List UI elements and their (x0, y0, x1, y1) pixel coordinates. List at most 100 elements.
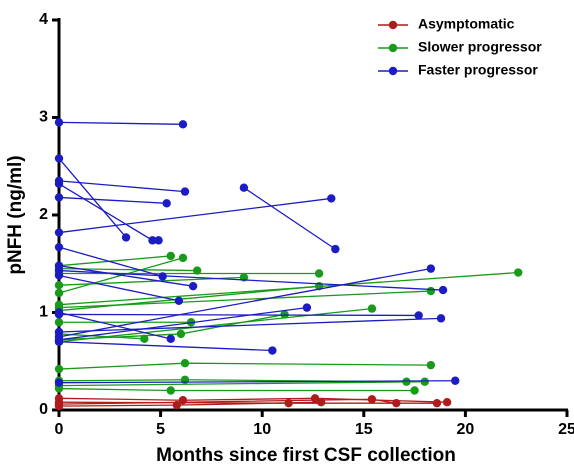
subject-line (58, 121, 183, 125)
subject-line (58, 267, 431, 338)
data-point (54, 378, 64, 387)
data-point (54, 288, 64, 298)
data-point (316, 398, 326, 407)
data-point (54, 364, 64, 374)
data-point (54, 228, 64, 237)
data-point (392, 398, 401, 408)
subject-line (58, 313, 419, 317)
x-tick-label: 5 (156, 421, 165, 438)
data-point (54, 318, 64, 327)
data-point (54, 118, 64, 127)
data-point (174, 296, 184, 305)
subject-line (58, 285, 320, 312)
data-point (148, 236, 157, 245)
subject-line (58, 180, 186, 193)
x-tick-label: 20 (457, 421, 475, 438)
subject-line (58, 269, 444, 291)
data-point (367, 395, 377, 404)
subject-line (58, 255, 171, 267)
data-point (451, 376, 460, 385)
y-tick-label: 1 (39, 304, 48, 321)
legend-marker (388, 43, 398, 53)
subject-line (58, 380, 456, 384)
data-point (178, 120, 188, 129)
data-point (239, 183, 249, 192)
subject-line (58, 196, 167, 204)
data-point (426, 264, 436, 273)
y-axis-title: pNFH (ng/ml) (5, 155, 26, 274)
subject-line (58, 311, 171, 340)
x-axis-title: Months since first CSF collection (156, 445, 456, 466)
subject-line (58, 387, 415, 392)
data-point (410, 386, 419, 395)
data-point (54, 310, 64, 319)
data-point (172, 400, 182, 410)
data-point (327, 194, 336, 203)
subject-line (58, 197, 332, 234)
y-tick-label: 0 (39, 401, 48, 418)
subject-line (58, 307, 372, 343)
data-point (54, 327, 64, 337)
subject-line (58, 341, 273, 352)
x-tick-label: 25 (558, 421, 574, 438)
legend-label: Slower progressor (418, 39, 542, 55)
legend-label: Faster progressor (418, 62, 538, 78)
data-point (154, 236, 163, 245)
data-point (54, 401, 64, 411)
subject-line (58, 317, 442, 333)
subject-line (243, 187, 336, 250)
data-point (438, 285, 448, 295)
data-point (514, 268, 523, 277)
data-point (166, 386, 175, 395)
data-point (442, 398, 452, 407)
data-point (162, 199, 171, 208)
subject-line (58, 246, 163, 278)
legend-marker (388, 66, 398, 76)
data-point (192, 266, 202, 275)
data-point (426, 360, 436, 370)
data-point (166, 251, 175, 261)
data-point (54, 154, 64, 163)
legend-label: Asymptomatic (418, 16, 515, 32)
data-point (268, 346, 277, 355)
x-tick-label: 0 (55, 421, 64, 438)
data-point (140, 334, 149, 344)
data-point (54, 242, 64, 252)
data-point (314, 269, 324, 278)
data-point (54, 193, 64, 202)
subject-line (58, 274, 180, 302)
subject-line (58, 158, 127, 238)
data-point (54, 271, 64, 280)
data-point (331, 244, 340, 254)
data-point (432, 398, 442, 408)
data-point (426, 286, 436, 296)
data-point (54, 335, 64, 344)
data-point (367, 304, 377, 313)
data-point (176, 329, 186, 339)
x-tick-label: 15 (355, 421, 373, 438)
subject-line (58, 362, 431, 370)
legend-marker (388, 20, 398, 30)
data-point (420, 377, 429, 386)
data-point (180, 359, 190, 368)
x-tick-label: 10 (253, 421, 271, 438)
subject-line (58, 381, 425, 387)
data-point (180, 187, 190, 196)
subject-line (58, 306, 307, 341)
data-point (54, 281, 64, 290)
subject-line (58, 183, 159, 241)
data-point (188, 281, 198, 291)
data-point (54, 179, 64, 188)
y-tick-label: 4 (39, 11, 48, 28)
y-tick-label: 3 (39, 109, 48, 126)
subject-line (58, 265, 194, 287)
data-point (166, 334, 175, 344)
data-point (302, 303, 312, 312)
y-tick-label: 2 (39, 206, 48, 223)
data-point (54, 384, 64, 393)
data-point (436, 314, 446, 323)
data-point (121, 233, 131, 242)
data-point (414, 311, 423, 320)
data-point (178, 253, 188, 263)
